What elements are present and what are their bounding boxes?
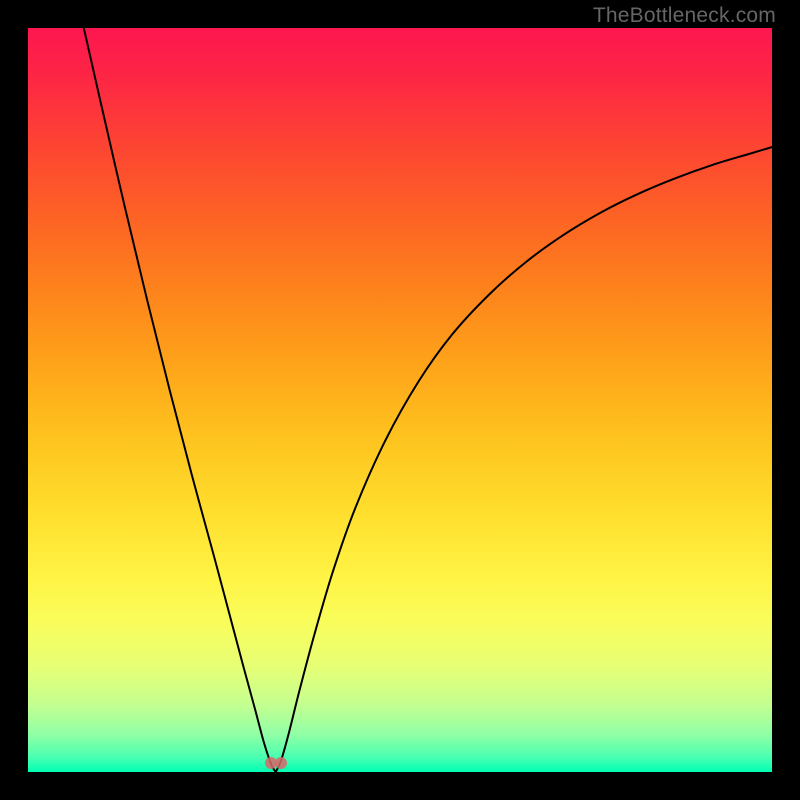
watermark-text: TheBottleneck.com (593, 4, 776, 28)
curve-svg (28, 28, 772, 772)
bottleneck-curve (84, 28, 772, 772)
plot-area (28, 28, 772, 772)
min-marker-1 (275, 757, 287, 769)
